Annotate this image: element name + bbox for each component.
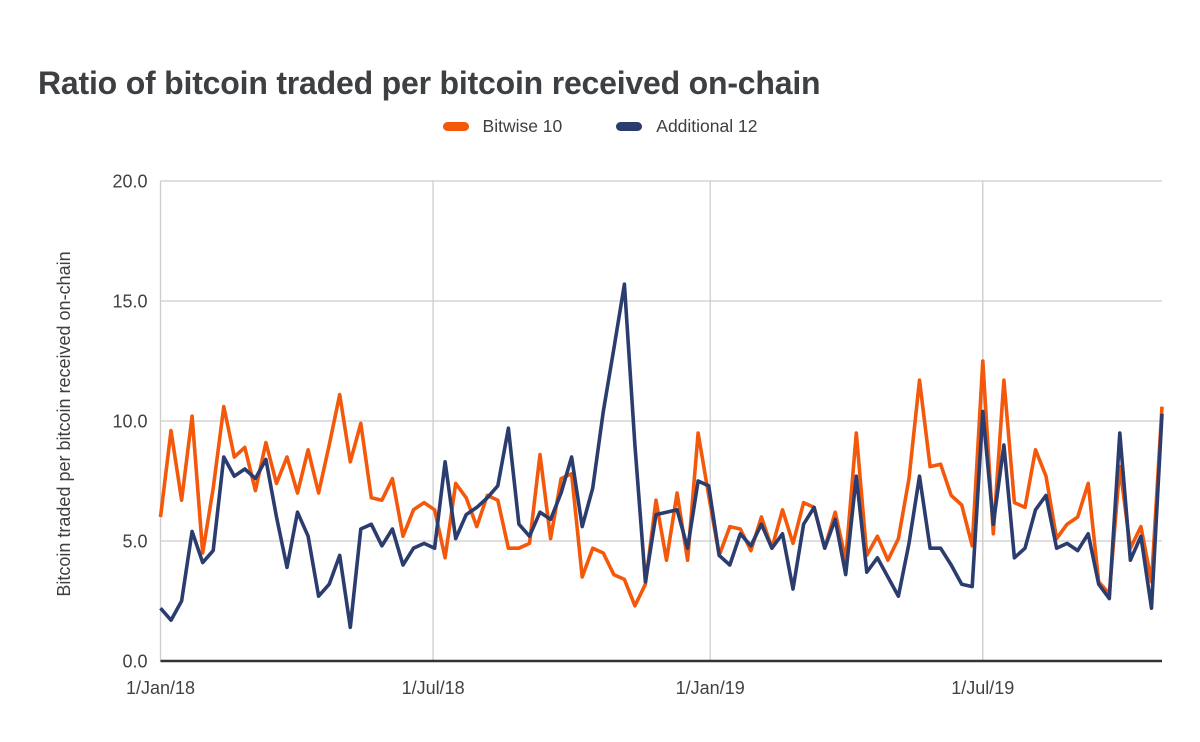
y-tick-label: 15.0	[112, 292, 147, 312]
x-tick-label: 1/Jul/18	[402, 678, 465, 698]
y-tick-label: 5.0	[122, 532, 147, 552]
y-tick-label: 20.0	[112, 172, 147, 192]
x-tick-label: 1/Jul/19	[951, 678, 1014, 698]
chart-title: Ratio of bitcoin traded per bitcoin rece…	[38, 65, 821, 102]
legend-item-additional-12: Additional 12	[616, 116, 757, 137]
additional-12-line	[159, 282, 1164, 630]
x-tick-label: 1/Jan/19	[676, 678, 745, 698]
y-tick-label: 10.0	[112, 412, 147, 432]
bitwise-10-label: Bitwise 10	[482, 115, 563, 136]
legend: Bitwise 10 Additional 12	[0, 112, 1200, 140]
additional-12-label: Additional 12	[656, 115, 758, 136]
legend-item-bitwise-10: Bitwise 10	[442, 115, 563, 137]
series-lines	[158, 282, 1164, 630]
gridlines	[159, 180, 1162, 663]
x-tick-label: 1/Jan/18	[126, 678, 195, 698]
y-tick-label: 0.0	[122, 652, 147, 672]
additional-12-swatch	[616, 121, 643, 131]
axis-tick-labels: 0.0 5.0 10.0 15.0 20.0 1/Jan/18 1/Jul/18 1/Jan/…	[112, 172, 1014, 699]
bitwise-10-swatch	[442, 121, 469, 131]
bitwise-10-line	[158, 359, 1164, 608]
